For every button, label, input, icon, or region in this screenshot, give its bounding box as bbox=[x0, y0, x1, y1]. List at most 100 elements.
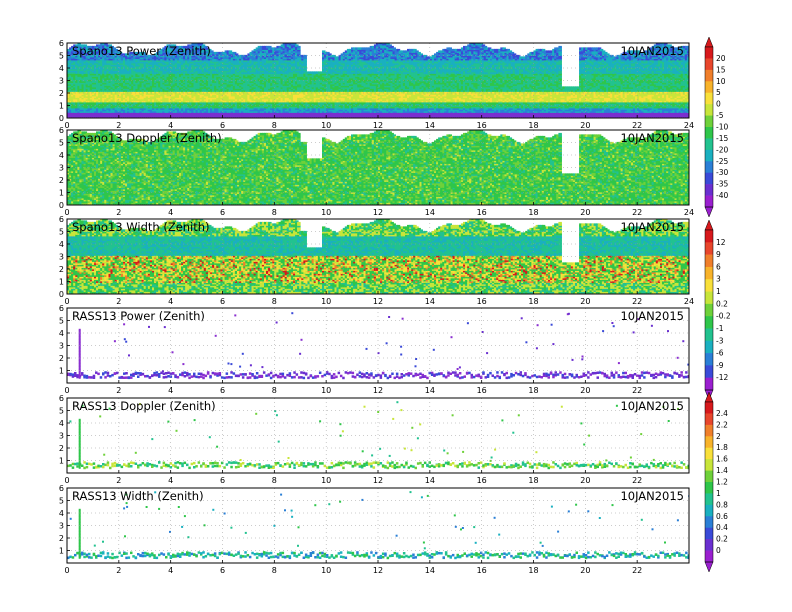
data-cell bbox=[108, 44, 112, 47]
data-cell bbox=[191, 102, 195, 106]
data-cell bbox=[241, 87, 245, 91]
data-cell bbox=[239, 105, 243, 109]
data-cell bbox=[284, 44, 289, 47]
data-cell bbox=[278, 66, 282, 70]
data-cell bbox=[237, 87, 241, 91]
data-cell bbox=[164, 75, 168, 79]
data-cell bbox=[125, 99, 129, 103]
data-cell bbox=[185, 78, 189, 82]
data-cell bbox=[129, 53, 133, 56]
data-cell bbox=[181, 102, 185, 106]
data-cell bbox=[195, 51, 199, 55]
data-cell bbox=[158, 57, 162, 61]
data-cell bbox=[154, 90, 158, 94]
data-cell bbox=[278, 95, 282, 98]
data-cell bbox=[183, 72, 187, 76]
data-cell bbox=[96, 80, 100, 83]
data-cell bbox=[120, 86, 125, 89]
data-cell bbox=[168, 104, 173, 107]
data-cell bbox=[79, 90, 83, 94]
data-cell bbox=[288, 113, 293, 116]
data-cell bbox=[230, 92, 235, 95]
data-cell bbox=[112, 48, 117, 52]
data-cell bbox=[164, 68, 168, 71]
data-cell bbox=[241, 86, 245, 89]
data-cell bbox=[189, 110, 193, 113]
data-cell bbox=[278, 105, 282, 109]
data-cell bbox=[106, 87, 110, 91]
data-cell bbox=[232, 84, 237, 88]
data-cell bbox=[164, 111, 168, 115]
data-cell bbox=[89, 80, 94, 83]
data-cell bbox=[87, 95, 92, 98]
data-cell bbox=[133, 105, 137, 109]
data-cell bbox=[232, 95, 237, 98]
data-cell bbox=[212, 62, 216, 65]
data-cell bbox=[168, 87, 173, 91]
data-cell bbox=[259, 114, 264, 118]
data-cell bbox=[152, 102, 156, 106]
data-cell bbox=[131, 83, 135, 86]
data-cell bbox=[181, 69, 185, 73]
data-cell bbox=[284, 77, 289, 80]
data-cell bbox=[67, 72, 71, 76]
data-cell bbox=[125, 104, 129, 107]
data-cell bbox=[264, 111, 268, 115]
data-cell bbox=[162, 72, 166, 76]
data-cell bbox=[154, 62, 158, 65]
data-cell bbox=[145, 62, 150, 65]
data-cell bbox=[118, 69, 123, 73]
data-cell bbox=[79, 95, 83, 98]
data-cell bbox=[276, 86, 280, 89]
data-cell bbox=[156, 105, 160, 109]
data-cell bbox=[222, 66, 226, 70]
data-cell bbox=[199, 98, 204, 101]
data-cell bbox=[139, 90, 144, 94]
data-cell bbox=[102, 108, 106, 112]
data-cell bbox=[176, 69, 181, 73]
data-cell bbox=[106, 68, 110, 71]
data-cell bbox=[205, 111, 210, 115]
data-cell bbox=[195, 81, 199, 85]
data-cell bbox=[83, 111, 88, 115]
data-cell bbox=[158, 84, 162, 88]
data-cell bbox=[145, 81, 150, 85]
data-cell bbox=[139, 93, 144, 97]
data-cell bbox=[218, 59, 222, 62]
data-cell bbox=[133, 62, 137, 65]
data-cell bbox=[249, 98, 253, 101]
data-cell bbox=[181, 68, 185, 71]
data-cell bbox=[284, 51, 289, 55]
data-cell bbox=[274, 69, 278, 73]
data-cell bbox=[152, 98, 156, 101]
data-cell bbox=[156, 95, 160, 98]
data-cell bbox=[129, 84, 133, 88]
data-cell bbox=[268, 68, 272, 71]
data-cell bbox=[226, 63, 231, 67]
data-cell bbox=[85, 108, 90, 112]
data-cell bbox=[125, 96, 129, 100]
data-cell bbox=[149, 54, 154, 58]
data-cell bbox=[264, 99, 268, 103]
data-cell bbox=[264, 56, 268, 59]
data-cell bbox=[118, 87, 123, 91]
data-cell bbox=[73, 107, 77, 110]
data-cell bbox=[214, 102, 218, 106]
data-cell bbox=[116, 60, 121, 64]
data-cell bbox=[145, 90, 150, 94]
data-cell bbox=[278, 87, 282, 91]
data-cell bbox=[278, 102, 282, 106]
data-cell bbox=[96, 90, 100, 94]
data-cell bbox=[280, 101, 285, 104]
data-cell bbox=[170, 101, 175, 104]
data-cell bbox=[208, 78, 212, 82]
data-cell bbox=[280, 107, 285, 110]
data-cell bbox=[118, 93, 123, 97]
data-cell bbox=[197, 92, 202, 95]
data-cell bbox=[243, 108, 247, 112]
data-cell bbox=[143, 96, 148, 100]
data-cell bbox=[91, 104, 96, 107]
data-cell bbox=[125, 108, 129, 112]
data-cell bbox=[106, 75, 110, 79]
data-cell bbox=[179, 84, 183, 88]
